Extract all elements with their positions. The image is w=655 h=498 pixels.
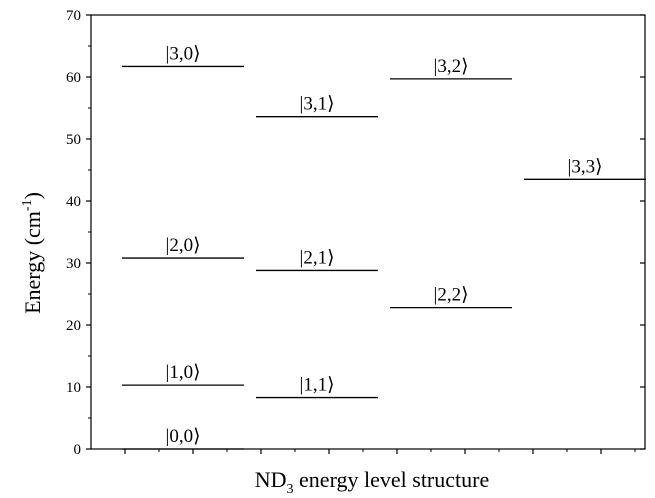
y-tick-label: 60 [66,70,81,86]
y-tick-label: 30 [66,256,81,272]
y-tick-label: 70 [66,8,81,24]
energy-level-label: |2,2⟩ [434,285,469,306]
energy-level-label: |2,1⟩ [300,247,335,268]
y-tick-label: 20 [66,318,81,334]
plot-frame [90,14,646,450]
y-tick-label: 10 [66,380,81,396]
energy-level-label: |3,2⟩ [434,56,469,77]
y-axis-ticks: 0 10 20 30 40 50 60 70 [66,8,645,458]
energy-level-label: |1,1⟩ [300,375,335,396]
x-axis-title: ND3 energy level structure [255,467,489,497]
energy-level-label: |2,0⟩ [166,235,201,256]
energy-level-label: |3,3⟩ [568,156,603,177]
y-tick-label: 50 [66,132,81,148]
energy-level-label: |3,1⟩ [300,94,335,115]
energy-level-label: |0,0⟩ [166,426,201,447]
x-axis-ticks [124,449,636,454]
energy-level-label: |3,0⟩ [166,43,201,64]
plot-border [90,14,646,450]
y-axis-title: Energy (cm-1) [20,192,45,314]
y-tick-label: 40 [66,194,81,210]
y-tick-label: 0 [74,442,82,458]
energy-level-label: |1,0⟩ [166,362,201,383]
energy-levels: |0,0⟩ |1,0⟩ |2,0⟩ |3,0⟩ |1,1⟩ |2,1⟩ |3,1⟩ |2,2⟩… [122,43,646,450]
